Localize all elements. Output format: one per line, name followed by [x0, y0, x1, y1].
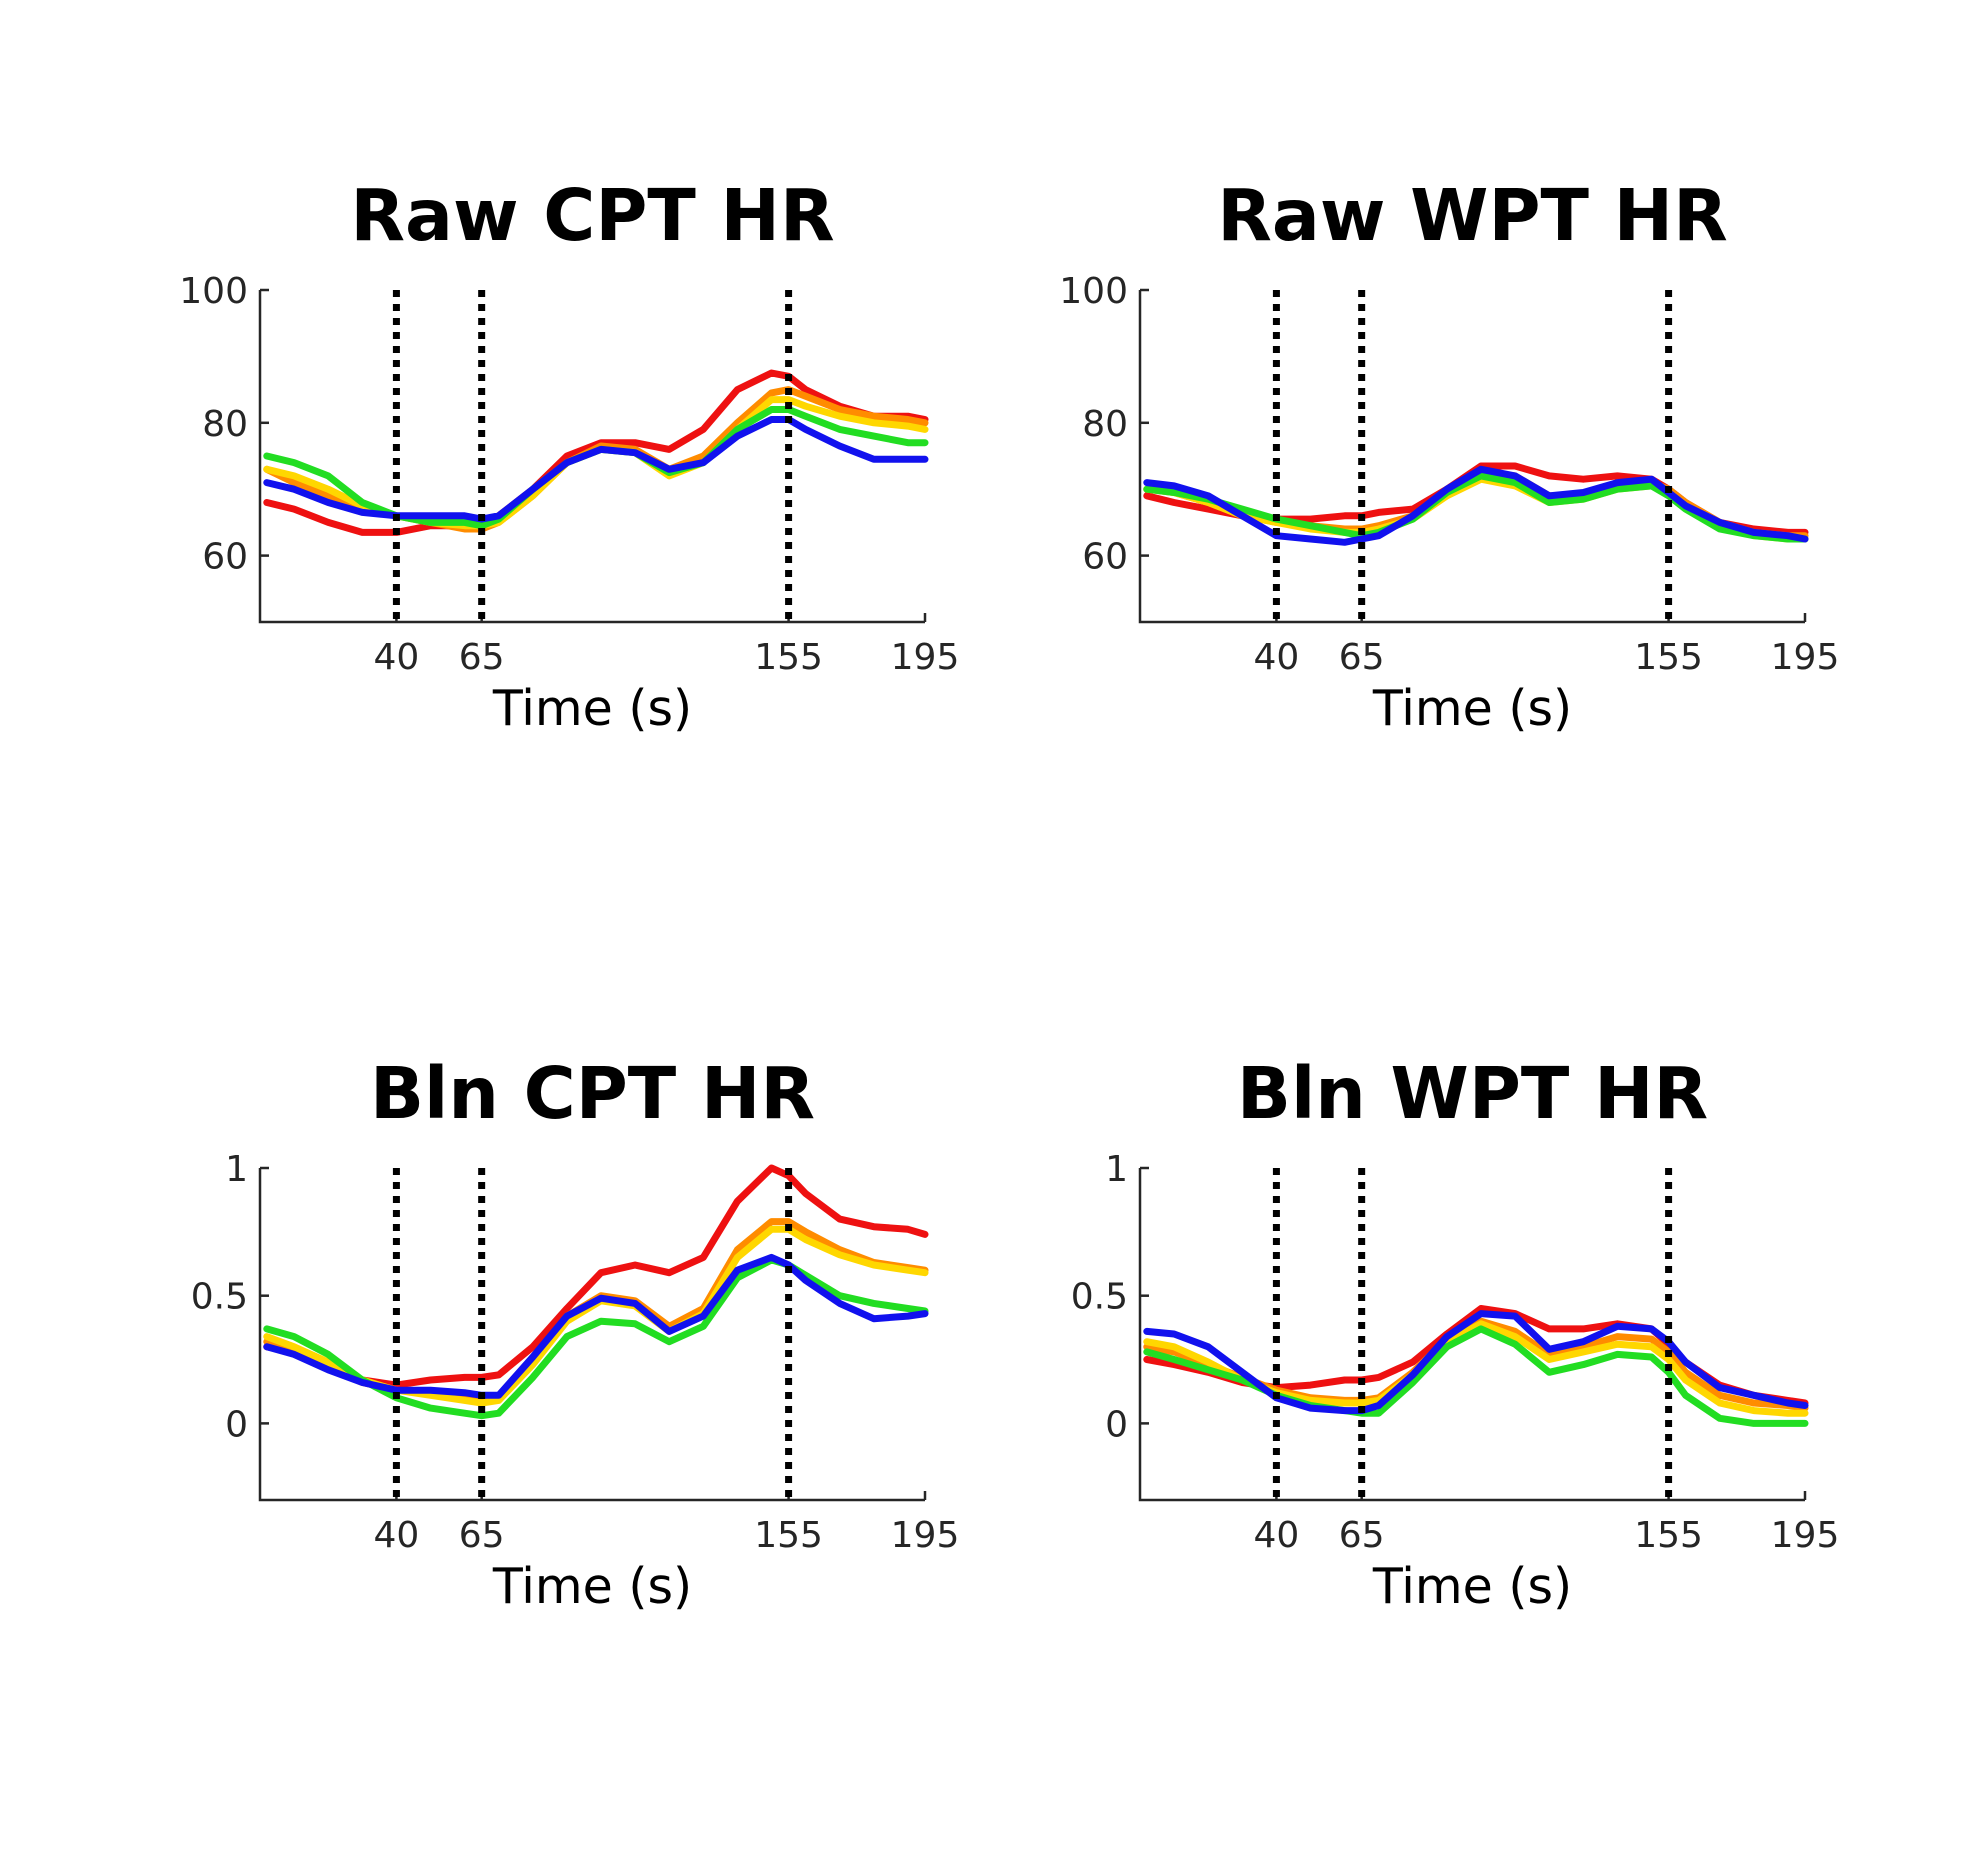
y-tick-label: 80 [1082, 404, 1128, 445]
x-axis-label: Time (s) [1372, 1558, 1572, 1615]
x-tick-label: 40 [1254, 637, 1300, 678]
x-tick-label: 155 [754, 637, 823, 678]
y-tick-label: 100 [179, 271, 248, 312]
y-tick-label: 100 [1059, 271, 1128, 312]
series-line-0 [263, 1164, 929, 1389]
x-tick-label: 40 [374, 637, 420, 678]
y-tick-label: 80 [202, 404, 248, 445]
y-tick-label: 0.5 [191, 1277, 248, 1318]
x-tick-label: 195 [891, 1515, 960, 1556]
x-tick-label: 195 [1771, 637, 1840, 678]
x-tick-label: 65 [1339, 1515, 1385, 1556]
x-tick-label: 155 [1634, 637, 1703, 678]
axes-frame [258, 1168, 925, 1502]
y-tick-label: 0 [225, 1404, 248, 1445]
chart-title: Raw WPT HR [1217, 174, 1728, 257]
x-tick-label: 65 [459, 637, 505, 678]
chart-panel-0: Raw CPT HR 60 80 100 40 65 155 195 Time (s) [179, 174, 959, 737]
series-line-4 [263, 1253, 929, 1399]
series-line-4 [1143, 465, 1809, 546]
chart-title: Raw CPT HR [350, 174, 834, 257]
x-tick-label: 195 [891, 637, 960, 678]
x-tick-label: 40 [374, 1515, 420, 1556]
series-line-4 [1143, 1310, 1809, 1415]
x-axis-label: Time (s) [492, 680, 692, 737]
x-tick-label: 65 [1339, 637, 1385, 678]
y-tick-label: 1 [225, 1149, 248, 1190]
x-tick-label: 155 [754, 1515, 823, 1556]
y-tick-label: 1 [1105, 1149, 1128, 1190]
series-line-2 [1143, 1320, 1809, 1417]
axes-frame [258, 290, 925, 624]
x-tick-label: 65 [459, 1515, 505, 1556]
x-tick-label: 40 [1254, 1515, 1300, 1556]
x-axis-label: Time (s) [1372, 680, 1572, 737]
y-tick-label: 60 [202, 537, 248, 578]
x-axis-label: Time (s) [492, 1558, 692, 1615]
axes-frame [1138, 1168, 1805, 1502]
x-tick-label: 155 [1634, 1515, 1703, 1556]
chart-panel-2: Bln CPT HR 0 0.5 1 40 65 155 195 Time (s) [191, 1052, 960, 1615]
series-line-4 [263, 416, 929, 523]
y-tick-label: 60 [1082, 537, 1128, 578]
chart-title: Bln WPT HR [1237, 1052, 1708, 1135]
chart-title: Bln CPT HR [370, 1052, 815, 1135]
x-tick-label: 195 [1771, 1515, 1840, 1556]
series-line-3 [263, 1256, 929, 1420]
chart-panel-3: Bln WPT HR 0 0.5 1 40 65 155 195 Time (s) [1071, 1052, 1840, 1615]
series-line-3 [1143, 472, 1809, 543]
axes-frame [1138, 290, 1805, 624]
y-tick-label: 0 [1105, 1404, 1128, 1445]
chart-panel-1: Raw WPT HR 60 80 100 40 65 155 195 Time (s) [1059, 174, 1839, 737]
y-tick-label: 0.5 [1071, 1277, 1128, 1318]
